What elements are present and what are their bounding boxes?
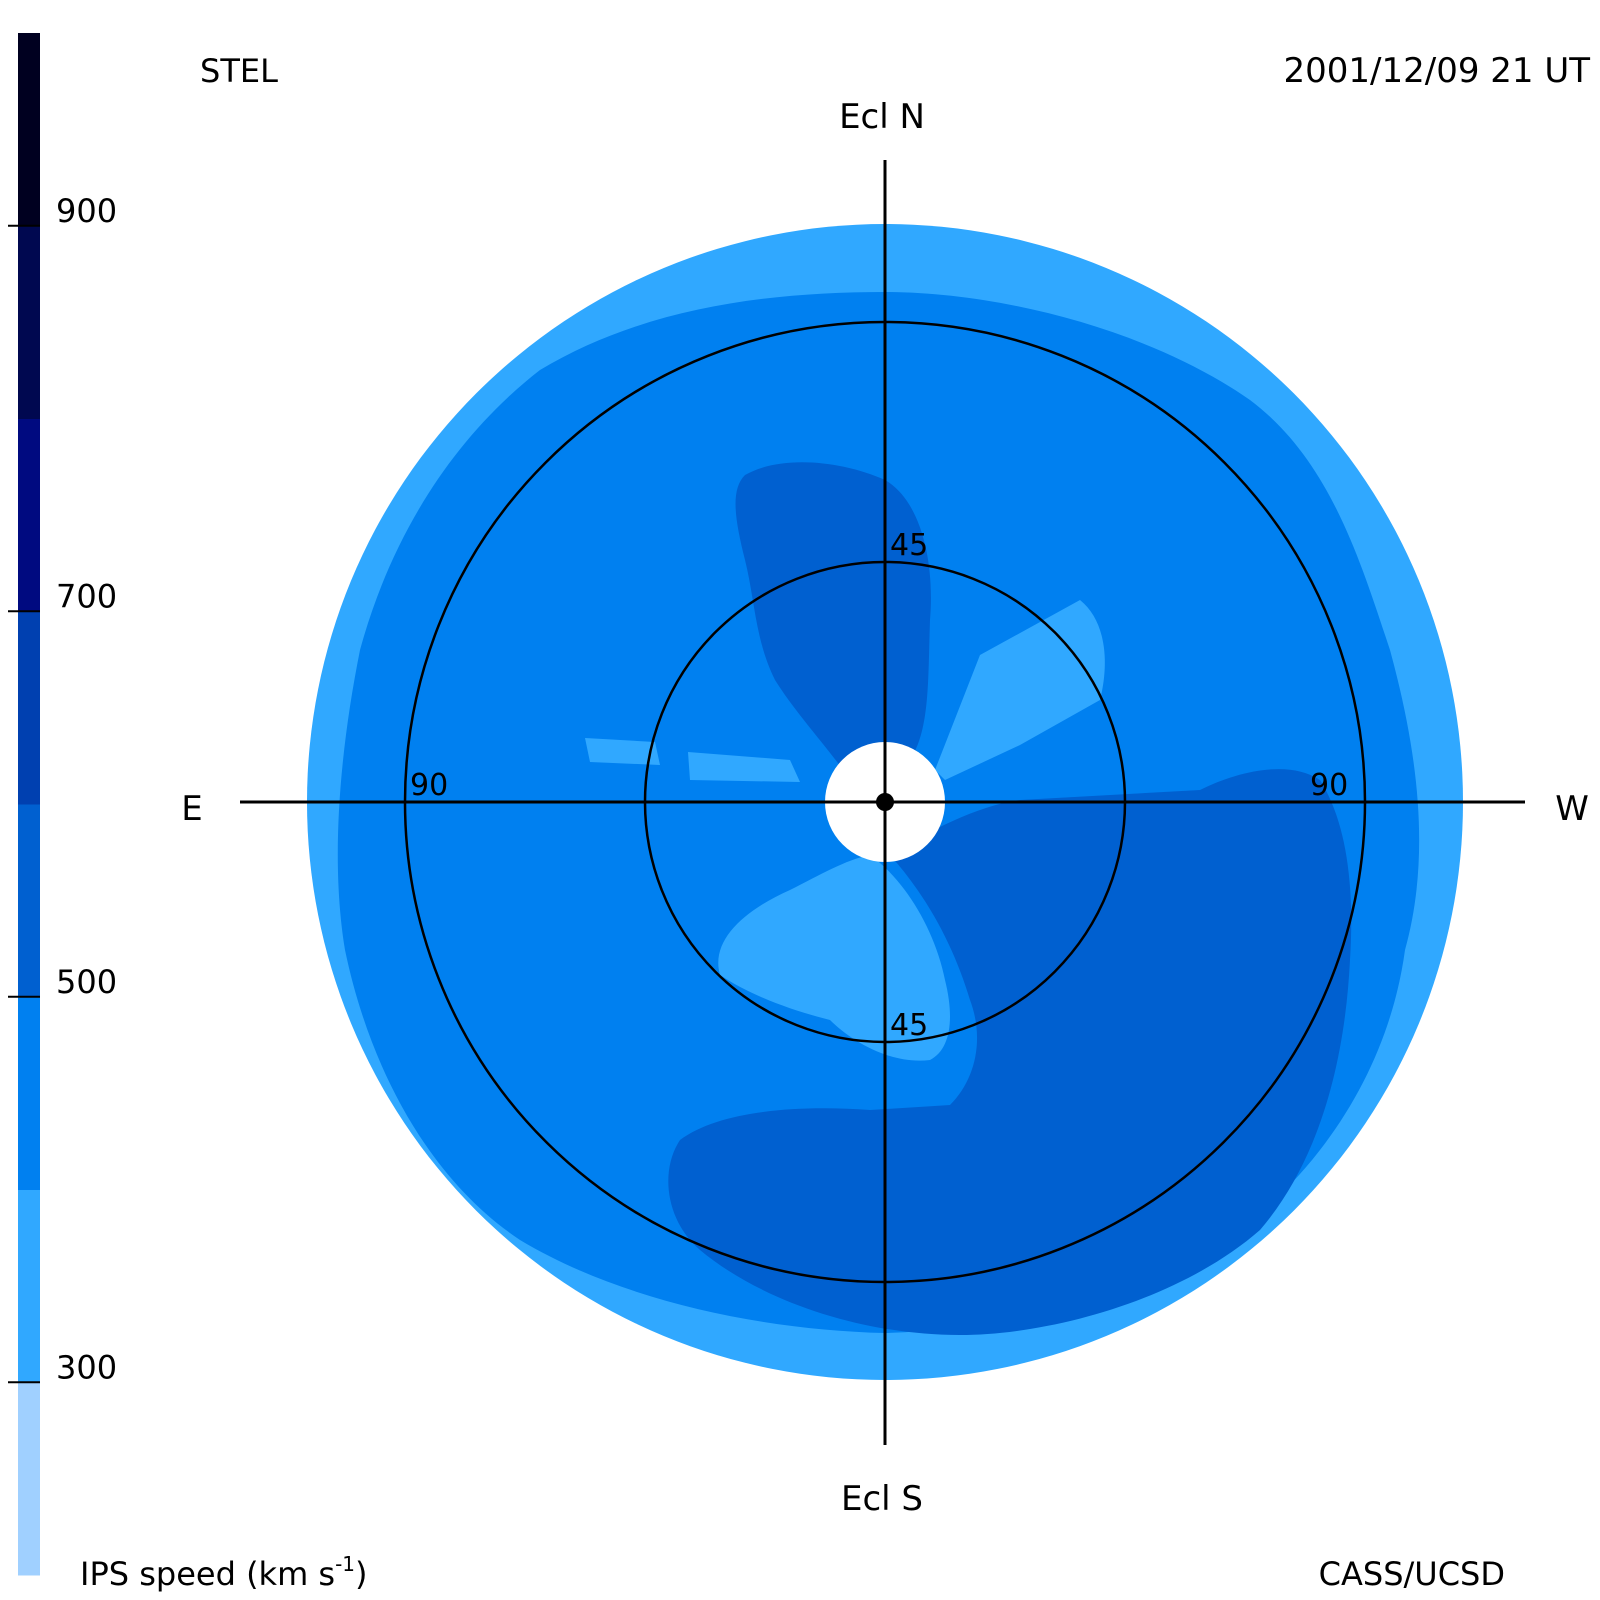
colorbar-tick-label: 900 bbox=[56, 192, 117, 230]
east-streamer-region bbox=[585, 738, 800, 782]
colorbar-tick-label: 500 bbox=[56, 963, 117, 1001]
direction-west: W bbox=[1555, 789, 1589, 829]
colorbar-ticks: 300 500 700 900 bbox=[8, 192, 117, 1386]
ring-90-label-east: 90 bbox=[410, 768, 448, 803]
colorbar-level-1 bbox=[18, 1189, 40, 1383]
sun-center-dot bbox=[876, 793, 894, 811]
colorbar-label-main: IPS speed (km s bbox=[80, 1555, 335, 1593]
colorbar-level-0 bbox=[18, 1382, 40, 1576]
ring-90-label-west: 90 bbox=[1310, 768, 1348, 803]
colorbar bbox=[18, 33, 40, 1576]
direction-south: Ecl S bbox=[841, 1479, 923, 1519]
title-left: STEL bbox=[200, 52, 278, 90]
colorbar-level-6 bbox=[18, 225, 40, 419]
colorbar-label-sup: -1 bbox=[335, 1552, 355, 1576]
colorbar-tick-label: 700 bbox=[56, 577, 117, 615]
ring-45-label-bottom: 45 bbox=[890, 1008, 928, 1043]
colorbar-label-end: ) bbox=[355, 1555, 367, 1593]
direction-east: E bbox=[181, 789, 202, 829]
ring-45-label-top: 45 bbox=[890, 528, 928, 563]
colorbar-level-3 bbox=[18, 804, 40, 998]
credit-label: CASS/UCSD bbox=[1319, 1555, 1505, 1593]
colorbar-label: IPS speed (km s-1) bbox=[80, 1552, 368, 1593]
colorbar-level-4 bbox=[18, 611, 40, 805]
direction-north: Ecl N bbox=[839, 97, 925, 137]
colorbar-tick-label: 300 bbox=[56, 1348, 117, 1386]
colorbar-level-7 bbox=[18, 33, 40, 227]
south-streamer-region bbox=[718, 855, 950, 1061]
coordinate-grid bbox=[240, 160, 1525, 1445]
title-right: 2001/12/09 21 UT bbox=[1284, 51, 1591, 91]
south-west-lobe-region bbox=[668, 769, 1352, 1335]
north-lobe-region bbox=[735, 462, 931, 802]
north-west-streamer-region bbox=[935, 600, 1105, 780]
colorbar-level-5 bbox=[18, 418, 40, 612]
colorbar-level-2 bbox=[18, 996, 40, 1190]
